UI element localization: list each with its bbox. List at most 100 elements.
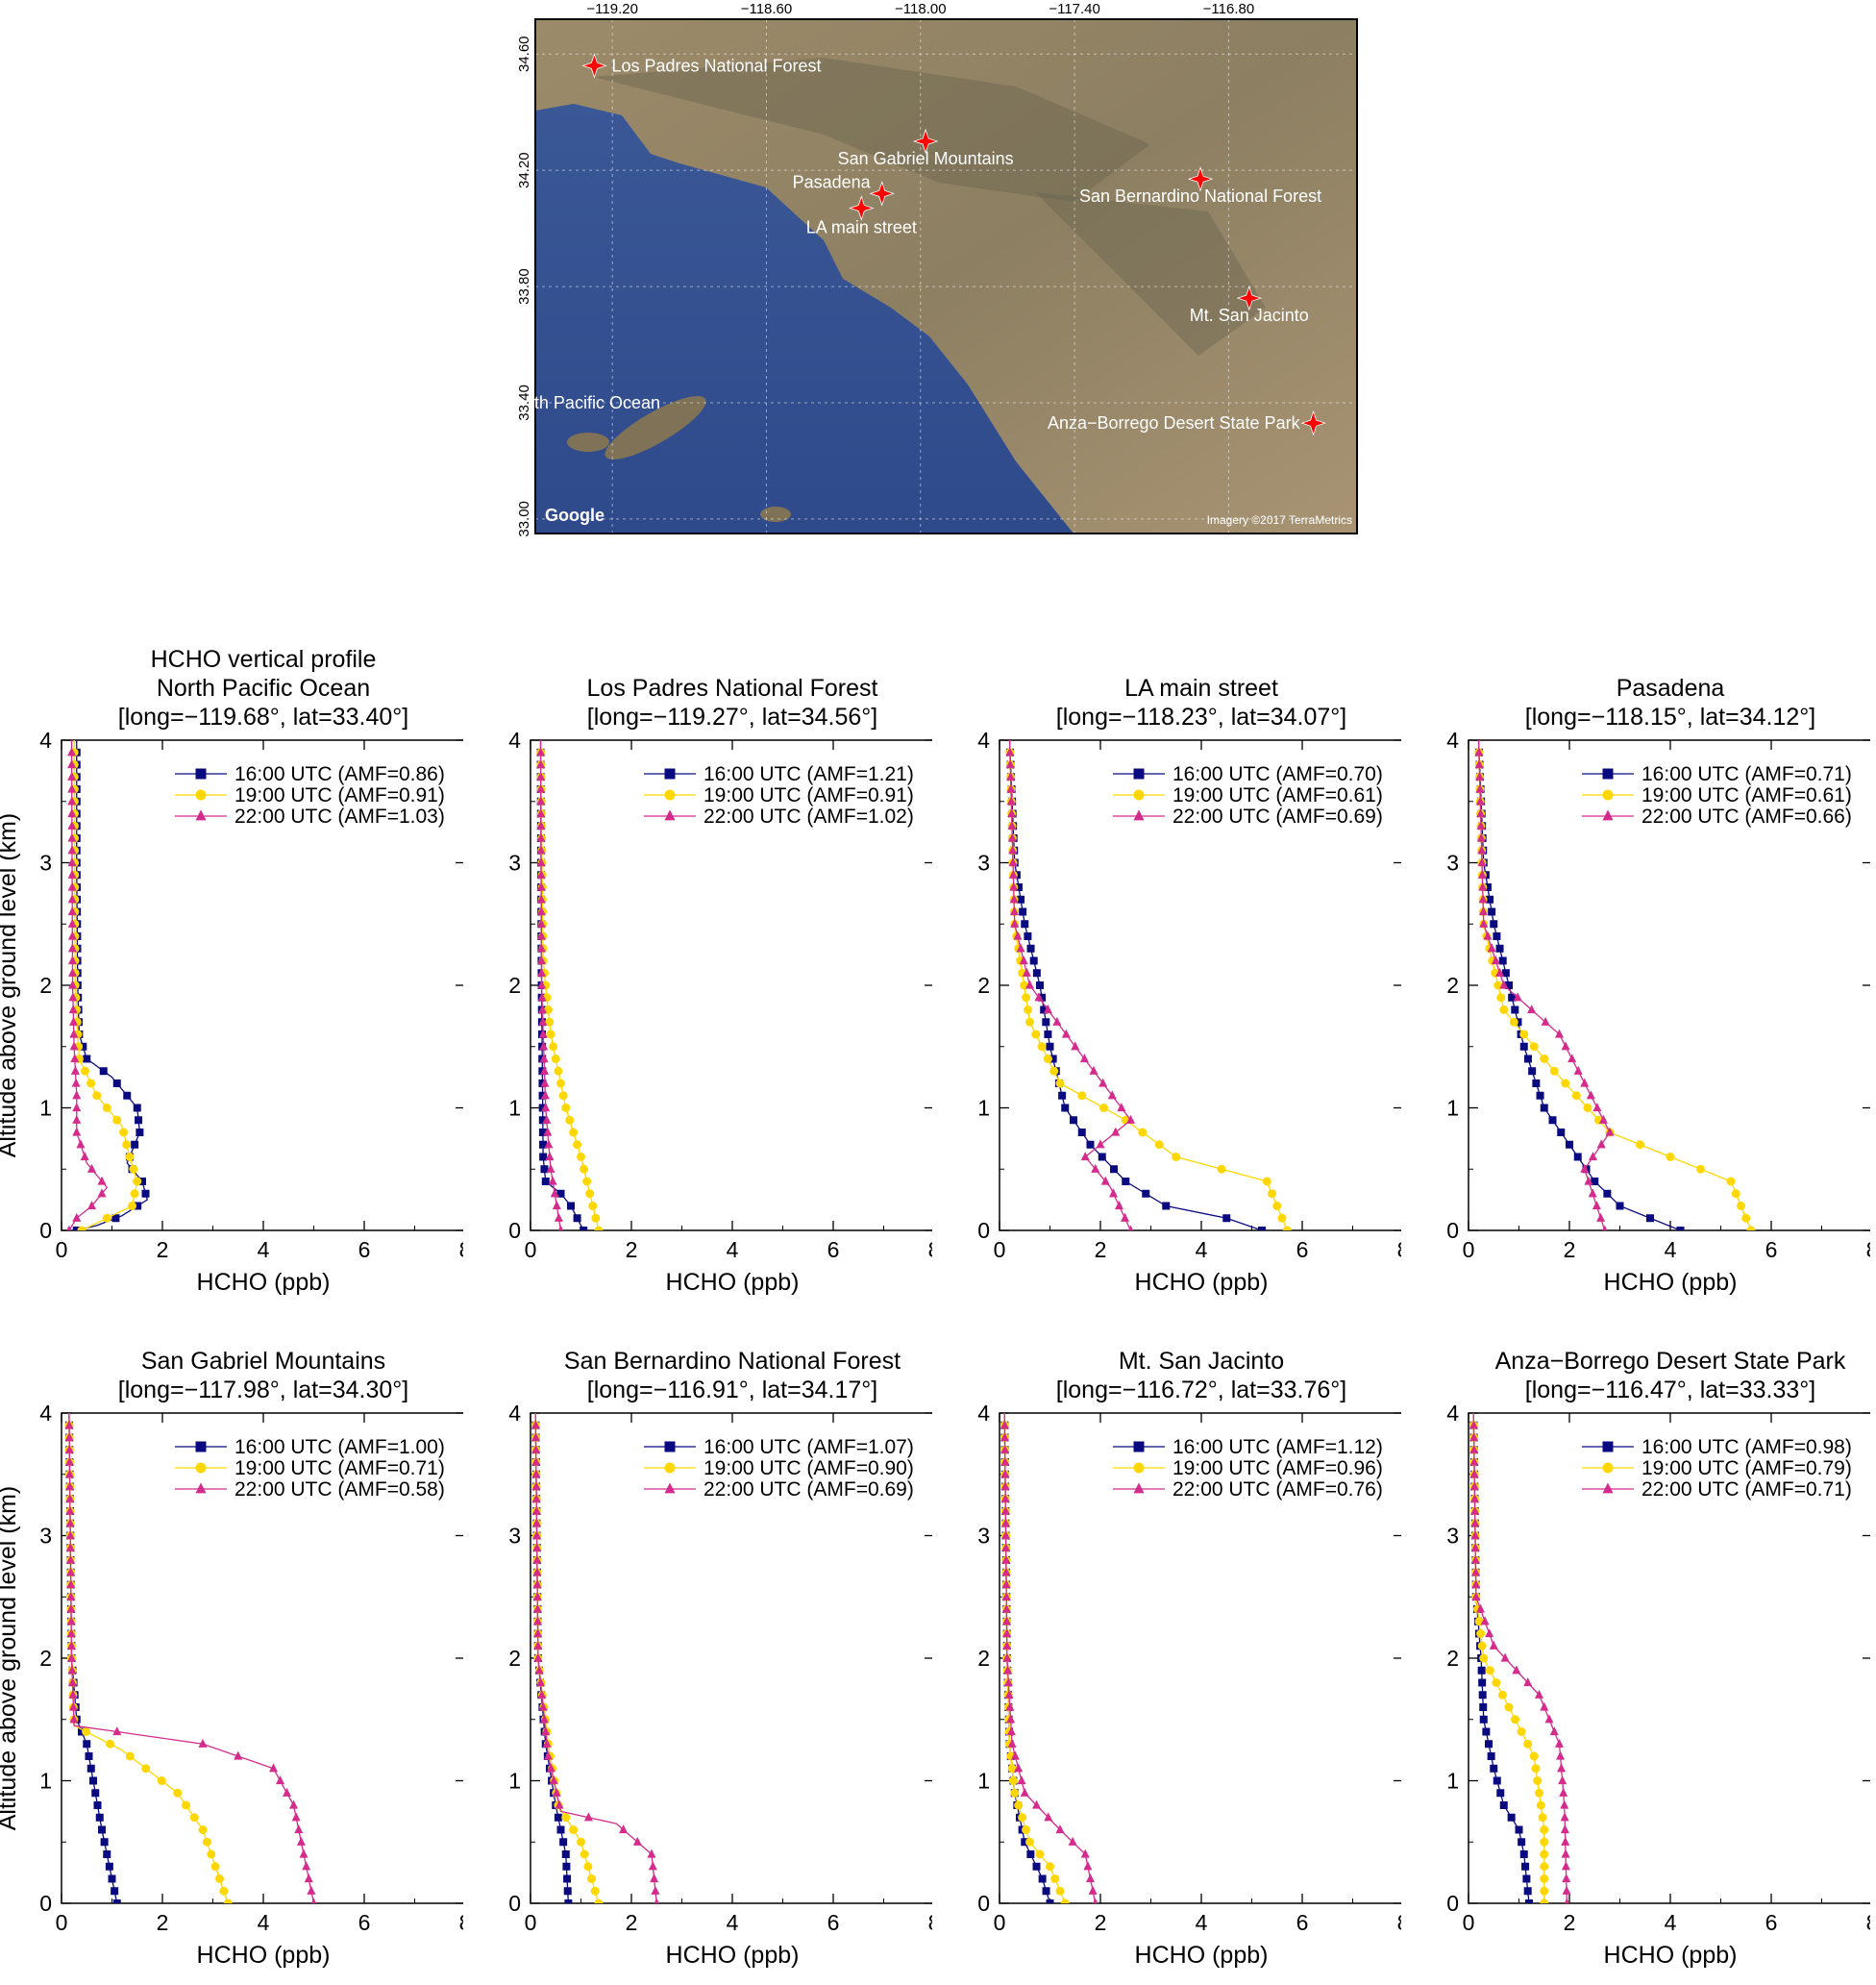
square-marker [112,1899,121,1903]
triangle-marker [65,1481,75,1491]
circle-marker [1549,1066,1559,1076]
triangle-marker [1474,759,1484,769]
triangle-marker [1549,1726,1559,1736]
triangle-marker [69,1041,79,1051]
legend-label: 19:00 UTC (AMF=0.71) [234,1457,445,1479]
circle-marker [577,1153,585,1161]
circle-marker [1477,1641,1487,1650]
triangle-marker [66,1628,76,1638]
triangle-marker [1126,1114,1135,1124]
triangle-marker [554,1212,563,1222]
triangle-marker [67,808,77,818]
triangle-marker [1523,1677,1533,1687]
square-marker [1676,1227,1685,1230]
circle-marker [577,1837,585,1847]
site-label: LA main street [806,217,917,236]
triangle-marker [531,1444,541,1453]
triangle-marker [1014,1763,1024,1773]
square-marker [1505,981,1513,989]
y-tick-label: 1 [508,1769,521,1794]
circle-marker [1519,1030,1529,1039]
profile-chart: [long=−118.15°, lat=34.12°]Pasadena 0 2 4 6 8… [1446,675,1870,1296]
profile-chart: [long=−119.68°, lat=33.40°]North Pacific… [0,646,463,1296]
y-tick-label: 4 [977,1401,990,1426]
profile-series [531,1413,660,1903]
square-marker [1077,1129,1086,1136]
triangle-marker [536,1677,545,1687]
square-marker [1525,1899,1533,1903]
triangle-marker [1009,881,1019,891]
triangle-marker [1007,808,1017,818]
triangle-marker [1005,1701,1015,1711]
x-tick-label: 8 [1397,1237,1401,1262]
triangle-marker [66,1567,76,1576]
triangle-marker [276,1775,284,1785]
square-marker [1061,1104,1070,1112]
triangle-marker [65,1469,75,1478]
triangle-marker [1002,1628,1012,1638]
square-marker [91,1789,100,1798]
profile-panel: [long=−116.72°, lat=33.76°] Mt. San Jacin… [932,1303,1401,1975]
triangle-marker [67,747,77,757]
triangle-marker [1584,1176,1593,1185]
square-marker [540,1165,549,1174]
triangle-marker [72,1114,82,1124]
y-tick-label: 0 [977,1218,990,1243]
triangle-marker [1004,1689,1014,1699]
triangle-marker [66,1579,76,1589]
legend: 16:00 UTC (AMF=0.71)19:00 UTC (AMF=0.61)… [1582,763,1852,828]
profile-series [64,1413,317,1903]
square-marker [539,1140,548,1149]
y-tick-label: 0 [977,1891,990,1916]
triangle-marker [536,930,546,940]
triangle-marker [1544,1714,1554,1724]
circle-marker [1602,789,1614,801]
square-marker [1603,1189,1612,1198]
square-marker [556,1825,565,1834]
triangle-marker [532,1554,542,1564]
circle-marker [585,1189,595,1199]
square-marker [1523,1055,1532,1063]
circle-marker [1666,1153,1675,1161]
circle-marker [1571,1091,1581,1101]
square-marker [1493,1776,1501,1785]
triangle-marker [1478,881,1488,891]
triangle-marker [72,1212,82,1222]
legend-label: 19:00 UTC (AMF=0.90) [704,1457,914,1479]
triangle-marker [1006,1726,1016,1736]
square-marker [1032,969,1041,978]
lat-tick-label: 33.80 [1363,268,1365,305]
triangle-marker [1020,1787,1029,1797]
triangle-marker [533,1640,543,1650]
triangle-marker [546,1763,555,1773]
triangle-marker [65,1518,75,1527]
triangle-marker [650,1873,659,1883]
panel-subtitle: North Pacific Ocean [157,675,370,702]
circle-marker [1492,1678,1501,1687]
triangle-marker [1470,1505,1480,1515]
profile-chart: [long=−117.98°, lat=34.30°]San Gabriel M… [0,1348,463,1969]
legend: 16:00 UTC (AMF=0.86)19:00 UTC (AMF=0.91)… [175,763,445,828]
circle-marker [1043,1055,1052,1063]
x-tick-label: 2 [157,1237,169,1262]
triangle-marker [70,1065,80,1075]
square-marker [1499,1801,1508,1809]
square-marker [1026,944,1035,953]
triangle-marker [543,1127,553,1136]
triangle-marker [195,809,207,821]
triangle-marker [536,845,546,855]
triangle-marker [531,1518,541,1527]
profile-panel: [long=−118.23°, lat=34.07°] LA main stree… [932,630,1401,1303]
y-tick-label: 1 [39,1096,52,1121]
circle-marker [587,1874,597,1883]
star-icon [849,195,875,221]
google-logo: Google [545,506,605,525]
x-tick-label: 6 [1296,1910,1309,1935]
circle-marker [86,1079,96,1088]
triangle-marker [1485,1628,1494,1638]
x-tick-label: 2 [1564,1237,1576,1262]
square-marker [1014,883,1023,891]
triangle-marker [1527,1005,1537,1014]
triangle-marker [532,1579,542,1589]
square-marker [1482,1727,1491,1736]
